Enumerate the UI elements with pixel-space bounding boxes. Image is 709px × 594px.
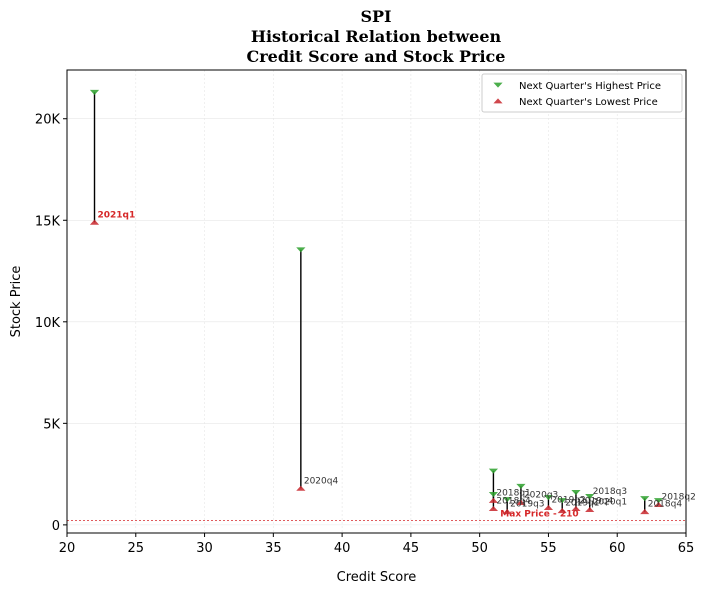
stems (93, 92, 660, 512)
point-label: 2020q1 (593, 498, 627, 508)
low-price-marker (653, 501, 664, 507)
y-tick-label: 0 (52, 519, 60, 534)
x-tick-label: 40 (334, 541, 351, 556)
x-tick-label: 50 (471, 541, 488, 556)
point-label: 2020q4 (304, 476, 339, 486)
point-label: 2019q4 (579, 497, 614, 507)
point-label: 2019q1 (565, 499, 599, 509)
x-tick-label: 20 (59, 541, 76, 556)
x-axis-ticks: 20 25 30 35 40 45 50 55 60 65 (59, 533, 695, 556)
legend-low-label: Next Quarter's Lowest Price (519, 97, 658, 108)
low-price-marker (543, 504, 554, 511)
low-price-marker (585, 507, 595, 513)
legend-box (481, 73, 683, 113)
high-price-marker (585, 494, 595, 500)
x-tick-label: 65 (678, 541, 695, 556)
high-price-marker (516, 483, 526, 489)
max-price-line-group: Max Price - 210 (67, 510, 686, 521)
x-tick-label: 45 (403, 541, 420, 556)
high-price-marker (653, 498, 664, 504)
max-price-label: Max Price - 210 (500, 510, 578, 520)
point-label: 2020q3 (524, 491, 558, 501)
low-price-marker (640, 509, 650, 515)
high-price-marker (502, 497, 512, 503)
y-tick-label: 15K (35, 214, 61, 229)
high-price-marker (296, 247, 306, 253)
x-tick-label: 25 (128, 541, 145, 556)
chart-title-line-3: Credit Score and Stock Price (247, 47, 506, 66)
legend-low-marker (493, 98, 503, 104)
chart-title-line-1: SPI (360, 7, 391, 26)
x-tick-label: 30 (196, 541, 213, 556)
high-price-marker (640, 496, 650, 502)
annotation-label: 2018q3 (593, 487, 627, 497)
point-label: 2018q4 (496, 497, 531, 507)
legend-high-marker (493, 82, 503, 88)
x-axis-label: Credit Score (337, 570, 417, 585)
high-price-marker (543, 495, 554, 501)
high-price-marker (571, 489, 581, 496)
low-price-marker (488, 506, 499, 512)
point-label: 2018q2 (661, 493, 695, 503)
grid-lines (66, 70, 687, 533)
low-price-marker (296, 485, 306, 491)
y-tick-label: 10K (35, 316, 61, 331)
low-price-marker (89, 219, 100, 225)
markers (89, 89, 664, 515)
high-price-marker (89, 89, 100, 95)
point-label: 2019q2 (551, 496, 585, 506)
y-axis-ticks: 0 5K 10K 15K 20K (35, 113, 67, 534)
low-price-marker (557, 508, 567, 514)
high-price-marker (488, 468, 499, 474)
low-price-marker (488, 497, 499, 503)
x-tick-label: 35 (265, 541, 282, 556)
legend-high-label: Next Quarter's Highest Price (519, 81, 661, 92)
high-price-marker (488, 492, 499, 498)
high-price-marker (557, 498, 567, 504)
chart-title: SPI Historical Relation between Credit S… (247, 7, 506, 66)
y-tick-label: 5K (43, 417, 60, 432)
low-price-marker (516, 499, 526, 505)
legend: Next Quarter's Highest Price Next Quarter… (481, 73, 683, 113)
point-label: 2019q3 (510, 500, 544, 510)
point-labels: 2021q12020q42018q12018q42019q32020q32019… (98, 210, 696, 509)
point-label: 2021q1 (98, 210, 136, 220)
y-tick-label: 20K (35, 113, 61, 128)
low-price-marker (502, 509, 512, 515)
point-label: 2018q4 (648, 500, 683, 510)
x-tick-label: 55 (540, 541, 557, 556)
plot-area (66, 69, 687, 534)
point-label: 2018q1 (496, 489, 530, 499)
x-tick-label: 60 (609, 541, 626, 556)
y-axis-label: Stock Price (9, 266, 24, 338)
low-price-marker (571, 506, 581, 512)
chart-title-line-2: Historical Relation between (251, 27, 502, 46)
